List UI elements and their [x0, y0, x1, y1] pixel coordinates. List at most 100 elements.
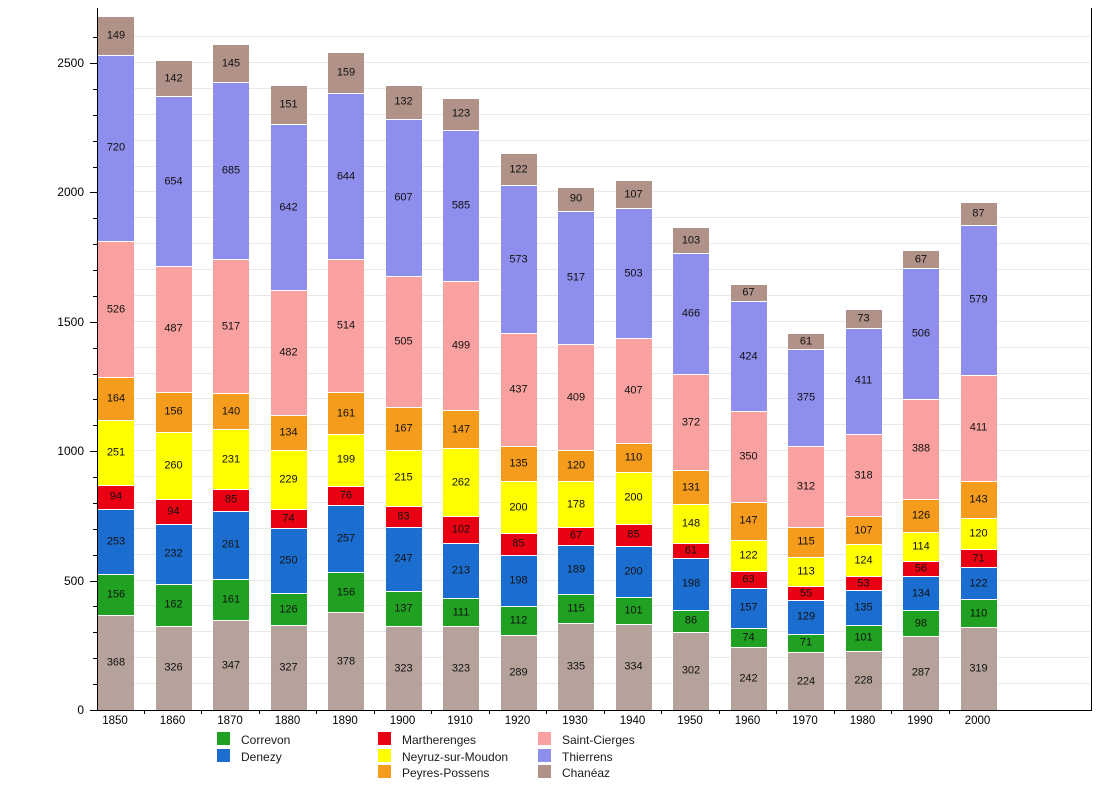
bar-segment: 61	[788, 333, 824, 350]
grid-line	[98, 139, 1091, 141]
bar-value-label: 607	[394, 191, 413, 204]
bar-value-label: 253	[106, 535, 126, 548]
bar-segment: 424	[730, 301, 767, 412]
bar-segment: 73	[845, 308, 882, 328]
bar-value-label: 409	[566, 391, 586, 404]
bar-segment: 103	[673, 226, 709, 254]
bar-value-label: 327	[279, 661, 298, 674]
bar-segment: 161	[328, 392, 364, 435]
bar-value-label: 140	[221, 405, 241, 418]
bar-segment: 123	[443, 97, 479, 130]
bar-segment: 215	[385, 449, 422, 506]
x-tick	[546, 710, 548, 714]
grid-line	[98, 346, 1091, 348]
bar-segment: 260	[155, 432, 192, 500]
bar-segment: 156	[328, 571, 364, 613]
bar-1860: 326 162 232 94 260 156 487 654 142	[155, 8, 192, 710]
bar-segment: 83	[385, 505, 422, 528]
bar-value-label: 85	[627, 528, 640, 541]
legend-swatch	[217, 732, 230, 745]
x-tick	[431, 710, 433, 714]
grid-line	[98, 191, 1091, 193]
bar-value-label: 98	[914, 617, 928, 630]
bar-segment: 114	[903, 531, 939, 562]
bar-segment: 94	[98, 484, 134, 509]
bar-value-label: 147	[739, 514, 758, 527]
bar-value-label: 407	[624, 384, 643, 397]
bar-segment: 124	[845, 544, 882, 577]
bar-value-label: 302	[681, 664, 701, 677]
bar-value-label: 134	[911, 587, 931, 600]
legend-swatch	[538, 748, 551, 762]
bar-1920: 289 112 198 85 200 135 437 573 122	[500, 8, 537, 710]
bar-value-label: 642	[279, 201, 298, 214]
bar-segment: 113	[788, 556, 824, 587]
x-tick-label: 1890	[332, 715, 358, 727]
bar-value-label: 123	[451, 107, 471, 120]
bar-value-label: 162	[164, 598, 183, 611]
grid-line	[98, 36, 1091, 38]
bar-value-label: 198	[509, 574, 528, 587]
grid-line	[98, 605, 1091, 607]
legend-label: Martherenges	[402, 733, 477, 747]
bar-value-label: 124	[854, 554, 873, 567]
bar-segment: 85	[615, 523, 652, 546]
bar-segment: 122	[960, 567, 997, 599]
bar-segment: 67	[903, 250, 939, 268]
grid-line	[98, 113, 1091, 115]
bar-value-label: 573	[509, 253, 528, 266]
bar-value-label: 319	[969, 662, 988, 675]
bar-segment: 409	[558, 344, 594, 451]
y-tick-label: 500	[63, 573, 84, 588]
bar-segment: 487	[155, 265, 192, 392]
bar-1910: 323 111 213 102 262 147 499 585 123	[443, 8, 479, 710]
x-tick-label: 1880	[274, 715, 301, 727]
bar-value-label: 151	[279, 98, 298, 111]
bar-segment: 140	[213, 392, 249, 430]
x-tick	[776, 710, 778, 714]
bar-segment: 156	[155, 391, 192, 433]
bar-segment: 287	[903, 635, 939, 710]
x-tick-label: 1950	[677, 715, 703, 727]
x-tick-label: 1940	[619, 715, 646, 727]
grid-line	[98, 165, 1091, 167]
y-minor-tick	[93, 140, 97, 142]
x-tick	[373, 710, 375, 714]
bar-segment: 505	[385, 276, 422, 407]
x-tick-label: 1920	[504, 715, 531, 727]
x-tick-label: 1960	[734, 715, 761, 727]
bar-value-label: 312	[796, 480, 816, 493]
bar-1850: 368 156 253 94 251 164 526 720 149	[98, 8, 134, 710]
bar-segment: 200	[500, 481, 537, 533]
bar-1950: 302 86 198 61 148 131 372 466 103	[673, 8, 709, 710]
bar-segment: 503	[615, 207, 652, 339]
y-minor-tick	[93, 502, 97, 504]
grid-line	[98, 631, 1091, 633]
bar-value-label: 85	[512, 537, 525, 550]
legend: Correvon Denezy Martherenges Neyruz-sur-Mou…	[0, 730, 1100, 790]
bar-value-label: 506	[911, 327, 931, 340]
bar-segment: 115	[558, 593, 594, 624]
bar-1930: 335 115 189 67 178 120 409 517 90	[558, 8, 594, 710]
x-tick	[258, 710, 260, 714]
bar-value-label: 289	[509, 666, 528, 679]
bar-segment: 101	[615, 597, 652, 624]
bar-value-label: 61	[799, 335, 813, 348]
grid-line	[98, 476, 1091, 478]
bar-segment: 261	[213, 511, 249, 579]
bar-value-label: 86	[684, 614, 698, 627]
bar-segment: 85	[213, 489, 249, 511]
bar-value-label: 260	[164, 459, 183, 472]
bar-value-label: 161	[221, 593, 241, 606]
bar-value-label: 156	[164, 405, 183, 418]
y-minor-tick	[93, 295, 97, 297]
bar-value-label: 53	[857, 577, 870, 590]
bar-segment: 157	[730, 587, 767, 629]
bar-segment: 437	[500, 333, 537, 447]
bar-segment: 368	[98, 614, 134, 710]
bar-segment: 312	[788, 446, 824, 528]
y-tick-label: 0	[77, 703, 84, 717]
bar-segment: 55	[788, 586, 824, 601]
y-minor-tick	[93, 684, 97, 686]
bar-value-label: 372	[681, 416, 701, 429]
